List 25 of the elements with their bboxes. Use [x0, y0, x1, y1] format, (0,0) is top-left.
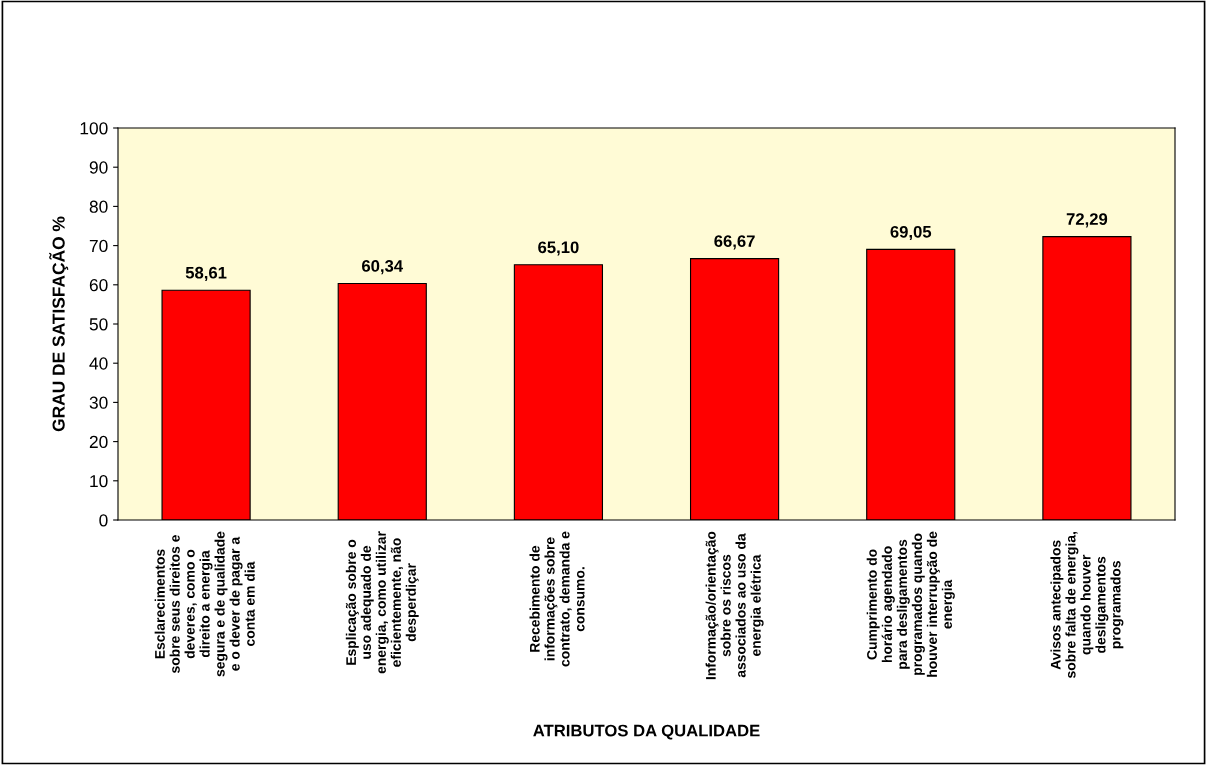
y-tick-label: 90	[89, 161, 108, 174]
y-tick-label: 30	[89, 396, 108, 409]
data-label: 58,61	[185, 266, 227, 282]
x-tick-label: Avisos antecipados sobre falta de energia, quando houver desligamentos programados	[1050, 532, 1124, 679]
data-label: 72,29	[1066, 213, 1108, 228]
y-tick-label: 70	[89, 239, 108, 253]
y-tick-label: 20	[89, 435, 108, 449]
data-label: 66,67	[714, 235, 755, 250]
data-label: 60,34	[362, 260, 404, 275]
y-tick-label: 100	[80, 122, 108, 135]
x-tick-label: Esclarecimentos sobre seus direitos e deveres, como o direito a energia segura e de qualidade e o dever de pagar a conta em dia	[154, 531, 255, 677]
x-tick-label: Recebimento de informações sobre contrato, demanda e consumo.	[529, 531, 585, 667]
x-tick-label: Cumprimento do horário agendado para desligamentos programados quando houver interrupção de energia	[866, 531, 955, 677]
y-axis-title: GRAU DE SATISFAÇÃO %	[49, 216, 69, 432]
y-tick-label: 50	[89, 318, 108, 331]
x-axis-title: ATRIBUTOS DA QUALIDADE	[533, 724, 760, 740]
data-label: 69,05	[890, 225, 932, 241]
y-tick-label: 40	[89, 357, 108, 370]
y-tick-label: 10	[90, 474, 108, 488]
y-tick-label: 0	[99, 514, 108, 527]
x-tick-label: Informação/orientação sobre os riscos associados ao uso da energia elétrica	[705, 531, 764, 680]
x-tick-label: Esplicação sobre o uso adequado de energia, como utilizar eficientemente, não desperdiçar	[345, 531, 419, 674]
data-label: 65,10	[538, 241, 579, 256]
y-tick-label: 60	[89, 278, 108, 292]
y-tick-label: 80	[89, 200, 108, 213]
